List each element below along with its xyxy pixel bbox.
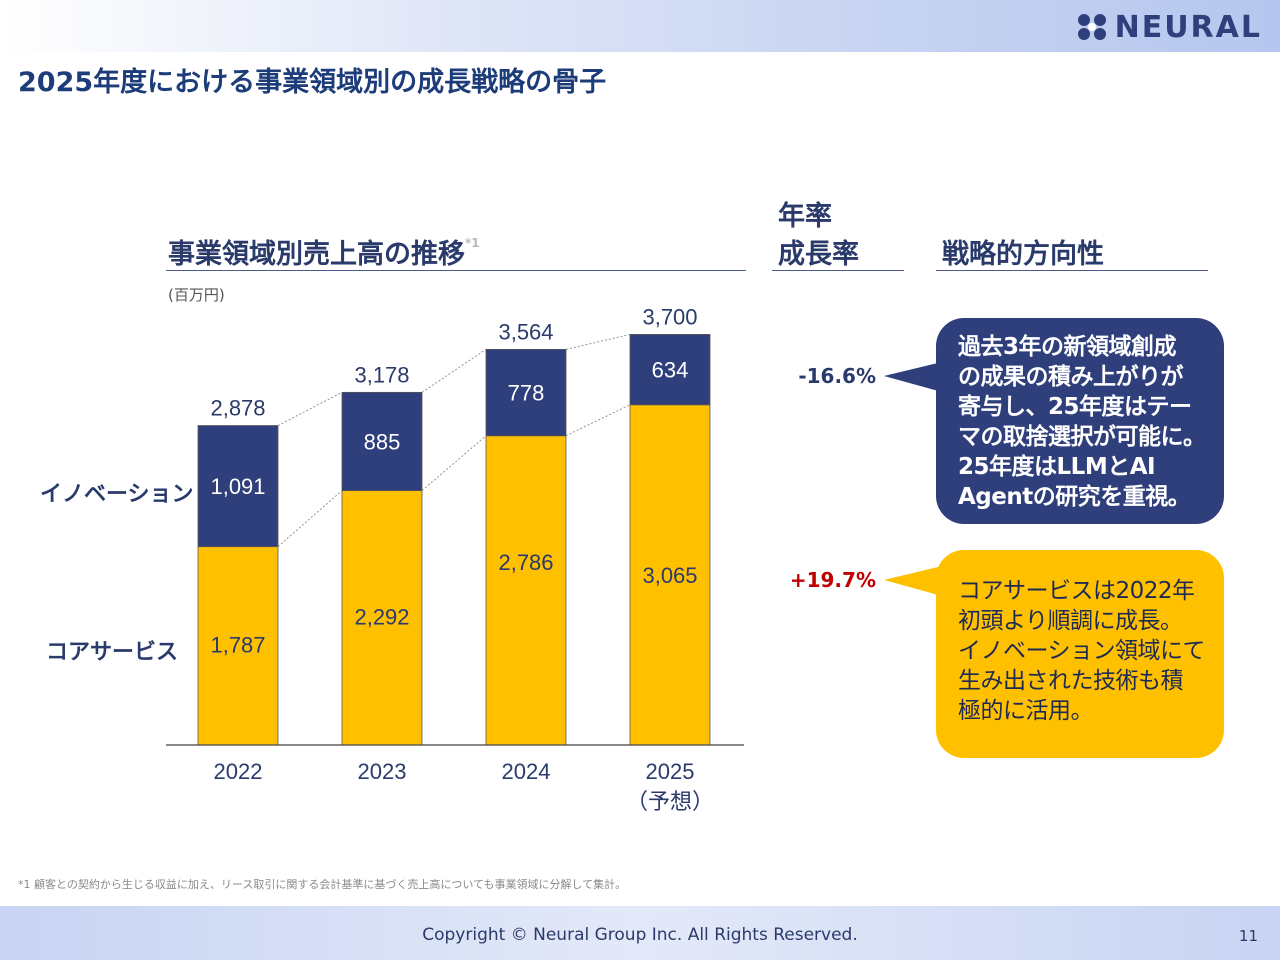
- core-strategy-line: コアサービスは2022年: [958, 578, 1195, 604]
- total-connector-line: [421, 349, 487, 393]
- core-connector-line: [277, 490, 343, 547]
- innovation-strategy-line: の成果の積み上がりが: [958, 364, 1184, 390]
- strategy-heading-rule: [936, 270, 1208, 271]
- logo-mark-icon: [1077, 14, 1106, 40]
- innovation-strategy-line: 25年度はLLMとAI: [958, 454, 1156, 480]
- total-connector-line: [565, 333, 631, 350]
- innovation-strategy-line: 過去3年の新領域創成: [958, 334, 1177, 360]
- innovation-strategy-line: Agentの研究を重視。: [958, 484, 1191, 510]
- core-strategy-bubble: コアサービスは2022年 初頭より順調に成長。 イノベーション領域にて 生み出さ…: [936, 550, 1224, 758]
- total-value-label: 2,878: [210, 396, 265, 421]
- bar-innovation-2023: [341, 391, 423, 491]
- core-value-label: 1,787: [210, 633, 265, 658]
- core-value-label: 3,065: [642, 563, 697, 588]
- copyright: Copyright © Neural Group Inc. All Rights…: [422, 925, 858, 945]
- core-strategy-line: 極的に活用。: [958, 698, 1094, 724]
- innovation-segment-label: イノベーション: [40, 482, 194, 507]
- core-value-label: 2,292: [354, 605, 409, 630]
- chart-heading-text: 事業領域別売上高の推移: [168, 239, 465, 270]
- innovation-strategy-bubble: 過去3年の新領域創成 の成果の積み上がりが 寄与し、25年度はテー マの取捨選択…: [936, 318, 1224, 524]
- category-label: 2025: [646, 759, 695, 784]
- unit-label: (百万円): [168, 286, 225, 304]
- neural-logo: NEURAL: [1075, 9, 1262, 45]
- total-value-label: 3,178: [354, 362, 409, 387]
- core-segment-label: コアサービス: [46, 640, 179, 665]
- core-value-label: 2,786: [498, 550, 553, 575]
- core-strategy-line: 初頭より順調に成長。: [958, 608, 1183, 634]
- footnote: *1 顧客との契約から生じる収益に加え、リース取引に関する会計基準に基づく売上高…: [18, 878, 627, 891]
- core-strategy-line: 生み出された技術も積: [958, 668, 1184, 694]
- core-connector-line: [421, 435, 487, 491]
- core-growth-rate: +19.7%: [789, 568, 876, 592]
- innovation-value-label: 634: [652, 358, 689, 383]
- category-label: 2024: [502, 759, 551, 784]
- innovation-value-label: 778: [508, 381, 545, 406]
- bar-innovation-2025: [629, 334, 711, 406]
- top-band: [0, 0, 1280, 52]
- innovation-strategy-line: 寄与し、25年度はテー: [958, 394, 1192, 420]
- strategy-heading: 戦略的方向性: [942, 239, 1104, 270]
- bar-core-2025: [629, 404, 711, 746]
- core-strategy-line: イノベーション領域にて: [958, 638, 1206, 664]
- total-value-label: 3,564: [498, 319, 553, 344]
- category-label: 2022: [214, 759, 263, 784]
- core-connector-line: [565, 404, 631, 437]
- innovation-value-label: 885: [364, 429, 401, 454]
- logo-text: NEURAL: [1114, 9, 1262, 45]
- category-label: 2023: [358, 759, 407, 784]
- chart-section-heading: 事業領域別売上高の推移*1: [168, 232, 480, 271]
- bar-core-2023: [341, 490, 423, 746]
- bar-core-2022: [197, 546, 279, 746]
- total-value-label: 3,700: [642, 304, 697, 329]
- rate-heading-line1: 年率: [778, 201, 832, 232]
- total-connector-line: [277, 391, 343, 426]
- bar-innovation-2022: [197, 425, 279, 548]
- bar-core-2024: [485, 435, 567, 746]
- innovation-growth-rate: -16.6%: [798, 364, 876, 388]
- page-title: 2025年度における事業領域別の成長戦略の骨子: [18, 67, 607, 98]
- category-note-label: （予想）: [626, 789, 714, 814]
- innovation-value-label: 1,091: [210, 474, 265, 499]
- rate-heading-line2: 成長率: [778, 239, 859, 270]
- chart-heading-rule: [166, 270, 746, 271]
- innovation-strategy-line: マの取捨選択が可能に。: [958, 424, 1206, 450]
- chart-heading-note: *1: [465, 236, 480, 250]
- page-number: 11: [1238, 927, 1258, 945]
- bottom-band: [0, 906, 1280, 960]
- rate-heading-rule: [772, 270, 904, 271]
- bar-innovation-2024: [485, 348, 567, 437]
